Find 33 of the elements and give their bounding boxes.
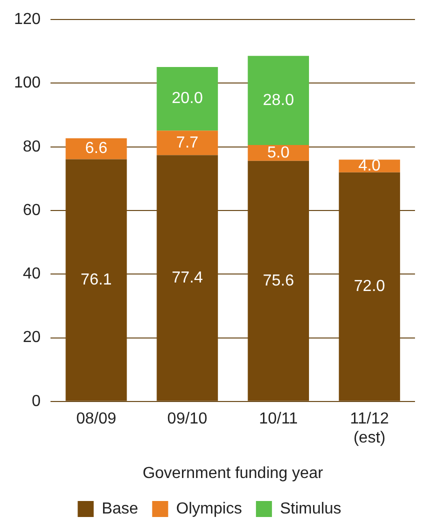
bar — [338, 172, 400, 401]
data-label: 20.0 — [172, 90, 203, 108]
bar — [156, 130, 218, 156]
x-tick-label: 11/12 (est) — [350, 410, 389, 447]
y-tick-label: 120 — [14, 11, 41, 28]
x-tick-label: 08/09 — [76, 410, 116, 428]
data-label: 7.7 — [176, 134, 199, 152]
y-tick-label: 20 — [22, 329, 41, 346]
bar — [248, 160, 309, 401]
legend-label: Stimulus — [280, 500, 342, 518]
data-label: 6.6 — [85, 140, 108, 158]
x-tick-label: 09/10 — [167, 410, 208, 428]
bar — [66, 138, 127, 160]
data-label: 75.6 — [262, 272, 294, 290]
legend-label: Base — [102, 500, 138, 518]
bar — [156, 67, 218, 131]
data-label: 5.0 — [267, 144, 290, 162]
y-tick-label: 100 — [14, 74, 41, 92]
x-tick-label: 10/11 — [258, 410, 298, 428]
data-label: 72.0 — [354, 278, 386, 296]
data-label: 28.0 — [262, 92, 294, 109]
data-label: 77.4 — [172, 269, 203, 286]
data-label: 4.0 — [358, 157, 381, 174]
y-tick-label: 60 — [22, 202, 41, 219]
bar — [156, 155, 218, 401]
bar — [248, 56, 309, 145]
y-tick-label: 0 — [32, 392, 41, 410]
data-label: 76.1 — [80, 271, 112, 288]
y-tick-label: 80 — [22, 138, 41, 156]
x-axis-title: Government funding year — [142, 464, 324, 482]
y-tick-label: 40 — [22, 266, 41, 283]
legend-label: Olympics — [176, 500, 242, 518]
bar — [66, 159, 127, 401]
